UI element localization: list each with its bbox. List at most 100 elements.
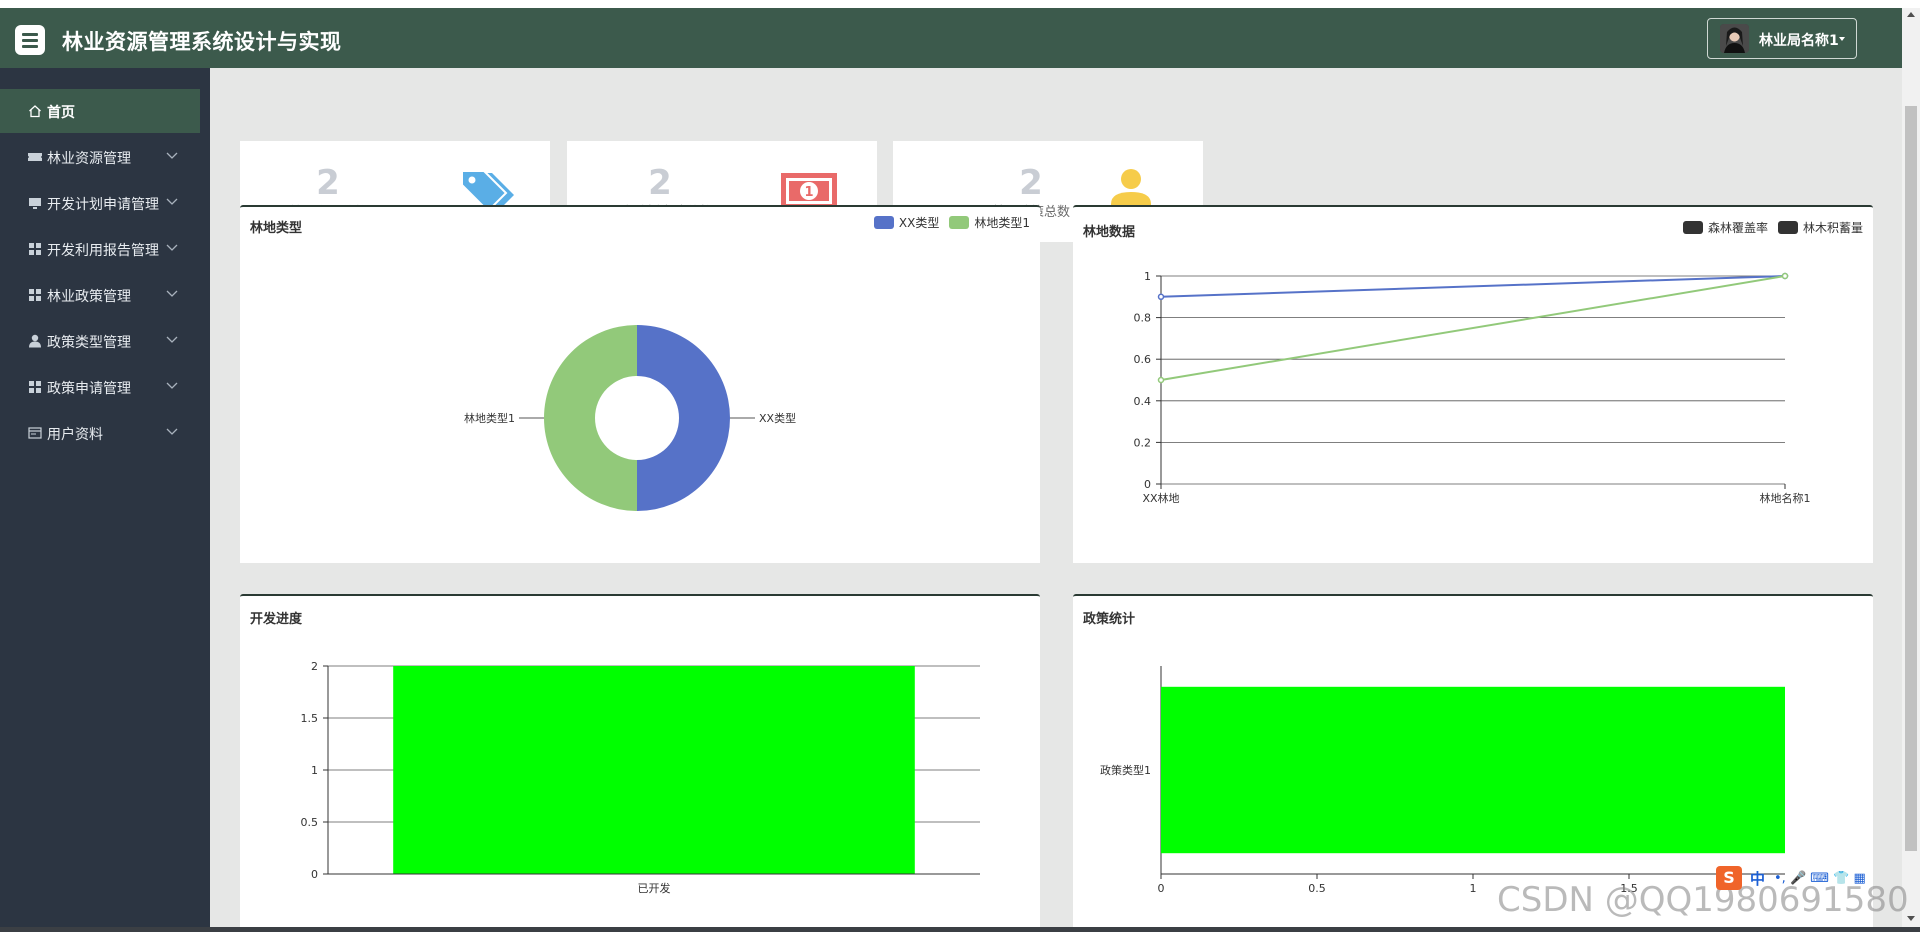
data-point [1157, 293, 1165, 301]
legend-swatch [1777, 221, 1798, 234]
menu-toggle-button[interactable] [15, 25, 45, 55]
panel-title: 开发进度 [250, 612, 303, 627]
panel-forest-data: 林地数据 森林覆盖率 林木积蓄量 0 0.2 0.4 0.6 0.8 1 XX林地 林地名称1 [1073, 205, 1873, 563]
panel-title: 政策统计 [1083, 612, 1136, 627]
donut-chart: XX类型 林地类型1 [464, 325, 796, 511]
taskbar-strip [0, 927, 1920, 932]
panel-title: 林地类型 [250, 221, 303, 236]
chevron-down-icon [166, 198, 178, 205]
chart-legend: XX类型 林地类型1 [864, 214, 1030, 231]
tags-icon [461, 170, 514, 213]
home-icon [29, 105, 41, 118]
y-tick-label: 0.6 [1134, 353, 1152, 366]
grid-icon [29, 243, 41, 255]
sidebar-item-forest-resource[interactable]: 林业资源管理 [0, 135, 200, 179]
legend-swatch [1682, 221, 1703, 234]
panel-title: 林地数据 [1083, 225, 1136, 240]
series-line [1160, 275, 1786, 381]
chevron-down-icon [166, 382, 178, 389]
panel-forest-type: 林地类型 XX类型 林地类型1 XX类型 林地类型1 [240, 205, 1040, 563]
sidebar-item-policy[interactable]: 林业政策管理 [0, 273, 200, 317]
sidebar-item-label: 政策类型管理 [47, 335, 131, 351]
sidebar: 首页 林业资源管理 开发计划申请管理 开发利用报告管理 [0, 68, 210, 932]
user-menu-button[interactable]: 林业局名称1 [1707, 18, 1857, 59]
user-name: 林业局名称1 [1759, 33, 1839, 49]
ime-tools-icons[interactable]: •, 🎤 ⌨ 👕 ▦ [1774, 870, 1866, 886]
panel-policy-stats: 政策统计 0 0.5 1 1.5 政策类型1 [1073, 594, 1873, 932]
x-tick-label: 1.5 [1620, 882, 1638, 895]
scroll-down-arrow-icon[interactable] [1907, 916, 1915, 921]
line-chart: 0 0.2 0.4 0.6 0.8 1 XX林地 林地名称1 [1134, 270, 1811, 505]
money-icon: 1 [781, 173, 837, 209]
legend-swatch [873, 216, 894, 229]
sidebar-item-policy-type[interactable]: 政策类型管理 [0, 319, 200, 363]
main-content: 2 林业资源总数 2 开发计划申请总数 1 2 林业政策总数 [210, 68, 1902, 932]
legend-label: 森林覆盖率 [1707, 221, 1768, 235]
stat-value: 2 [648, 163, 672, 203]
sidebar-item-label: 首页 [47, 105, 75, 121]
grid-icon [29, 289, 41, 301]
top-header: 林业资源管理系统设计与实现 林业局名称1 [0, 8, 1902, 68]
id-card-icon [28, 427, 42, 439]
ticket-icon [28, 153, 42, 161]
stat-value: 2 [1019, 163, 1043, 203]
hamburger-icon [22, 33, 38, 36]
ime-logo-icon[interactable]: S [1716, 866, 1742, 890]
chevron-down-icon [166, 244, 178, 251]
legend-label: 林木积蓄量 [1802, 221, 1863, 235]
y-tick-label: 1 [311, 764, 318, 777]
svg-text:1: 1 [804, 185, 813, 200]
sidebar-item-home[interactable]: 首页 [0, 89, 200, 133]
vertical-scrollbar[interactable] [1902, 8, 1920, 927]
legend-swatch [949, 216, 970, 229]
chevron-down-icon [166, 290, 178, 297]
sidebar-item-label: 用户资料 [47, 427, 103, 443]
y-tick-label: 1.5 [301, 712, 319, 725]
sidebar-item-label: 开发计划申请管理 [47, 197, 159, 213]
panel-dev-progress: 开发进度 0 0.5 1 1.5 2 已开发 [240, 594, 1040, 932]
grid-icon [29, 381, 41, 393]
bar [393, 666, 915, 874]
hamburger-icon-line [22, 39, 38, 42]
legend-item[interactable]: XX类型 [873, 214, 940, 231]
sidebar-item-dev-report[interactable]: 开发利用报告管理 [0, 227, 200, 271]
sidebar-item-label: 开发利用报告管理 [47, 243, 159, 259]
y-tick-label: 2 [311, 660, 318, 673]
sidebar-item-user-profile[interactable]: 用户资料 [0, 411, 200, 455]
legend-label: XX类型 [898, 216, 940, 230]
chevron-down-icon [166, 336, 178, 343]
y-tick-label: 0 [311, 868, 318, 881]
bar-chart: 0 0.5 1 1.5 2 已开发 [301, 660, 980, 895]
sidebar-item-policy-apply[interactable]: 政策申请管理 [0, 365, 200, 409]
ime-mode-label[interactable]: 中 [1750, 869, 1766, 888]
x-tick-label: 0 [1158, 882, 1165, 895]
ime-toolbar[interactable]: S 中 •, 🎤 ⌨ 👕 ▦ [1716, 865, 1902, 891]
y-tick-label: 政策类型1 [1100, 763, 1151, 777]
avatar [1720, 24, 1749, 53]
chevron-down-icon [166, 428, 178, 435]
x-tick-label: 0.5 [1308, 882, 1326, 895]
scrollbar-thumb[interactable] [1905, 106, 1917, 851]
monitor-icon [29, 198, 41, 209]
donut-slice [544, 325, 637, 511]
y-tick-label: 0.8 [1134, 312, 1152, 325]
sidebar-item-label: 林业资源管理 [47, 151, 131, 167]
chevron-down-icon [166, 152, 178, 159]
legend-item[interactable]: 林地类型1 [949, 214, 1030, 231]
data-point [1781, 272, 1789, 280]
app-title: 林业资源管理系统设计与实现 [62, 30, 342, 54]
sidebar-item-dev-plan[interactable]: 开发计划申请管理 [0, 181, 200, 225]
legend-item[interactable]: 森林覆盖率 [1682, 219, 1768, 236]
x-tick-label: XX林地 [1142, 491, 1179, 505]
horizontal-bar-chart: 0 0.5 1 1.5 政策类型1 [1100, 666, 1785, 895]
x-tick-label: 1 [1470, 882, 1477, 895]
scroll-up-arrow-icon[interactable] [1907, 12, 1915, 17]
y-tick-label: 0.5 [301, 816, 319, 829]
chart-legend: 森林覆盖率 林木积蓄量 [1673, 219, 1863, 236]
slice-label: 林地类型1 [464, 411, 515, 425]
caret-down-icon [1839, 37, 1845, 41]
sidebar-item-label: 林业政策管理 [47, 289, 131, 305]
legend-item[interactable]: 林木积蓄量 [1777, 219, 1863, 236]
x-tick-label: 林地名称1 [1760, 491, 1811, 505]
